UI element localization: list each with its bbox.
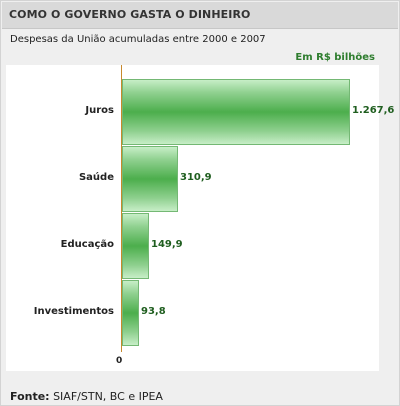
value-label: 149,9 [151, 239, 183, 250]
x-axis-zero-label: 0 [116, 356, 123, 366]
chart-subtitle: Despesas da União acumuladas entre 2000 … [10, 34, 266, 45]
chart-title: COMO O GOVERNO GASTA O DINHEIRO [9, 8, 251, 21]
value-label: 1.267,6 [352, 105, 395, 116]
bar [122, 280, 139, 346]
source-note: Fonte: SIAF/STN, BC e IPEA [10, 390, 163, 403]
category-label: Juros [85, 105, 114, 116]
value-label: 310,9 [180, 172, 212, 183]
y-axis-line [121, 65, 122, 352]
header-bar: COMO O GOVERNO GASTA O DINHEIRO [2, 2, 398, 29]
unit-label: Em R$ bilhões [295, 52, 375, 63]
category-label: Educação [60, 239, 114, 250]
category-label: Investimentos [33, 306, 114, 317]
source-label: Fonte: [10, 390, 50, 403]
bar [122, 146, 178, 212]
value-label: 93,8 [141, 306, 166, 317]
plot-area: 0 Juros 1.267,6 Saúde 310,9 Educação 149,9 Inv… [6, 65, 394, 371]
bar [122, 213, 149, 279]
bar [122, 79, 350, 145]
source-text: SIAF/STN, BC e IPEA [53, 390, 163, 403]
category-label: Saúde [78, 172, 114, 183]
